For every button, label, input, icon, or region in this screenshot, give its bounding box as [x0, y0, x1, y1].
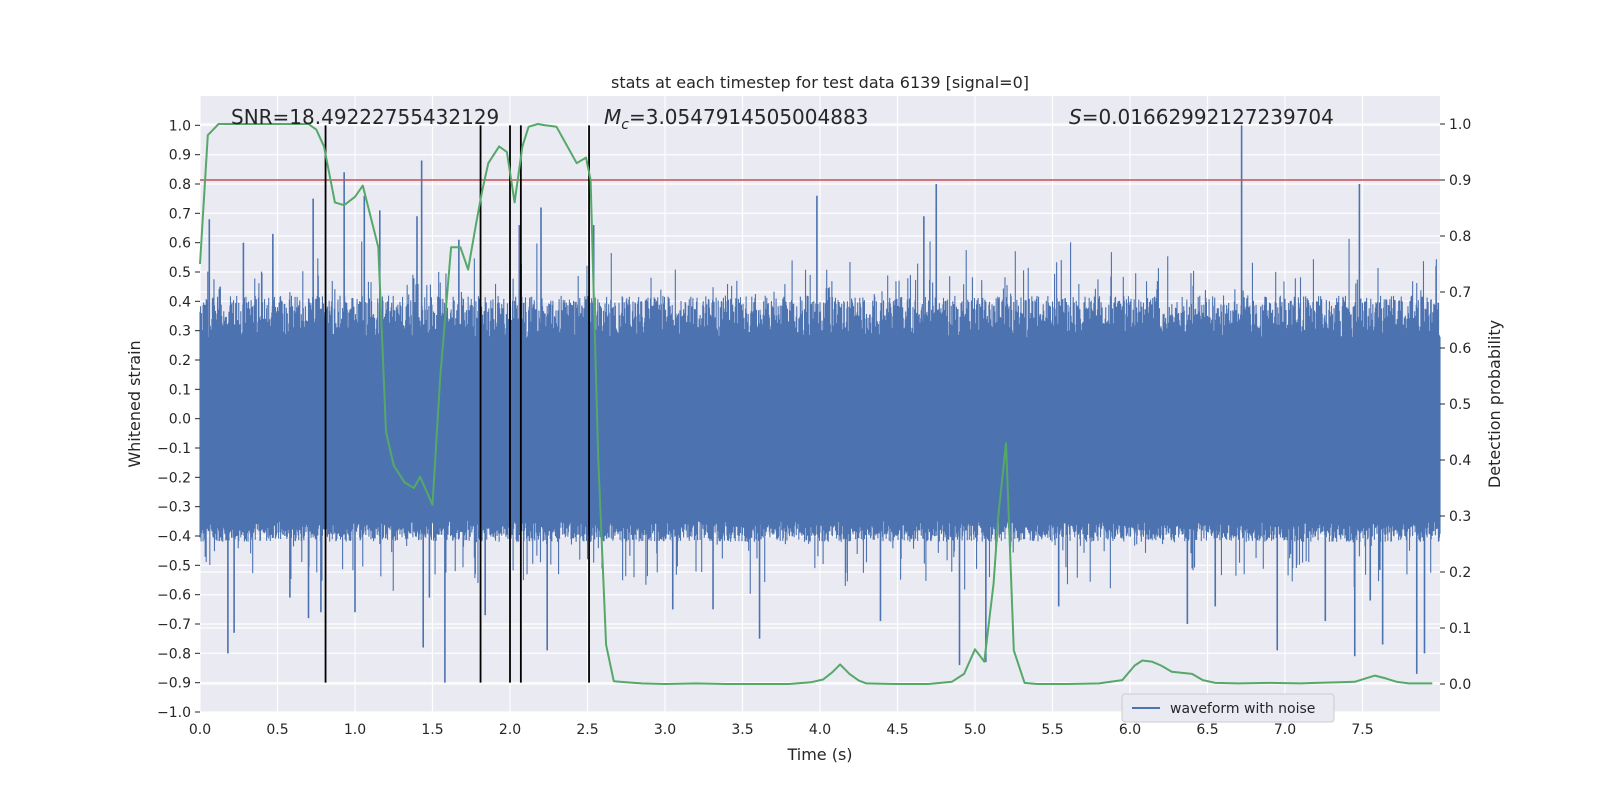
reference-lines	[200, 125, 1440, 683]
y-left-tick-label: 0.2	[169, 353, 191, 369]
y-right-tick-label: 0.2	[1449, 565, 1471, 581]
y-left-tick-label: 0.1	[169, 382, 191, 398]
s-value: =0.01662992127239704	[1082, 105, 1334, 129]
axes: 0.0 0.5 1.0 1.5 2.0 2.5 3.0 3.5 4.0 4.5 5.0 5.5 6.0 6…	[157, 117, 1471, 738]
y-right-tick-label: 0.3	[1449, 509, 1471, 525]
y-axis-left-label: Whitened strain	[125, 340, 144, 467]
waveform-series	[199, 125, 1441, 683]
y-right-tick-label: 0.9	[1449, 173, 1471, 189]
y-right-tick-label: 0.8	[1449, 229, 1471, 245]
y-right-tick-label: 0.0	[1449, 677, 1471, 693]
y-left-tick-label: 1.0	[169, 118, 191, 134]
y-right-tick-label: 0.5	[1449, 397, 1471, 413]
y-right-tick-label: 0.6	[1449, 341, 1471, 357]
x-tick-label: 2.5	[576, 722, 598, 738]
snr-statistic-annotation: S=0.01662992127239704	[1069, 105, 1334, 129]
chirp-mass-symbol: M	[604, 105, 621, 129]
waveform-core-band	[200, 348, 1440, 516]
detection-probability-line	[199, 123, 1433, 685]
y-axis-right-label: Detection probability	[1485, 320, 1504, 488]
y-left-tick-label: −0.2	[157, 470, 191, 486]
x-tick-label: 3.5	[731, 722, 753, 738]
y-left-tick-label: −0.1	[157, 441, 191, 457]
x-tick-label: 3.0	[654, 722, 676, 738]
y-left-tick-label: −0.6	[157, 588, 191, 604]
y-left-tick-label: 0.7	[169, 206, 191, 222]
y-right-tick-label: 0.4	[1449, 453, 1471, 469]
y-left-tick-label: −0.5	[157, 558, 191, 574]
y-left-tick-label: 0.0	[169, 412, 191, 428]
y-right-tick-label: 0.1	[1449, 621, 1471, 637]
chirp-mass-value: =3.0547914505004883	[629, 105, 868, 129]
y-left-tick-label: 0.9	[169, 148, 191, 164]
y-left-tick-label: −0.7	[157, 617, 191, 633]
y-left-tick-label: −0.3	[157, 500, 191, 516]
x-tick-label: 7.5	[1351, 722, 1373, 738]
detection-probability-series	[199, 123, 1433, 685]
chirp-mass-annotation: Mc=3.0547914505004883	[604, 105, 868, 133]
y-left-tick-label: 0.8	[169, 177, 191, 193]
s-symbol: S	[1069, 105, 1082, 129]
y-left-tick-label: −0.8	[157, 646, 191, 662]
x-tick-label: 6.0	[1119, 722, 1141, 738]
x-tick-label: 4.0	[809, 722, 831, 738]
y-left-tick-label: 0.6	[169, 236, 191, 252]
x-tick-label: 1.0	[344, 722, 366, 738]
legend: waveform with noise	[1121, 693, 1335, 723]
x-tick-label: 1.5	[421, 722, 443, 738]
x-tick-label: 0.0	[189, 722, 211, 738]
x-tick-label: 0.5	[266, 722, 288, 738]
y-left-tick-label: 0.4	[169, 294, 191, 310]
y-left-tick-label: −0.9	[157, 676, 191, 692]
chirp-mass-subscript: c	[621, 117, 629, 133]
y-left-tick-label: 0.3	[169, 324, 191, 340]
x-axis-label: Time (s)	[786, 745, 852, 764]
y-left-tick-label: −1.0	[157, 705, 191, 721]
y-left-tick-label: 0.5	[169, 265, 191, 281]
x-tick-label: 4.5	[886, 722, 908, 738]
y-right-tick-label: 0.7	[1449, 285, 1471, 301]
snr-annotation: SNR=18.49222755432129	[231, 105, 499, 129]
legend-label-waveform: waveform with noise	[1170, 701, 1315, 717]
y-right-tick-label: 1.0	[1449, 117, 1471, 133]
y-left-tick-label: −0.4	[157, 529, 191, 545]
x-tick-label: 5.0	[964, 722, 986, 738]
x-tick-label: 7.0	[1274, 722, 1296, 738]
x-tick-label: 2.0	[499, 722, 521, 738]
legend-box	[1121, 693, 1335, 723]
x-tick-label: 6.5	[1196, 722, 1218, 738]
x-tick-label: 5.5	[1041, 722, 1063, 738]
chart-title: stats at each timestep for test data 613…	[611, 73, 1029, 92]
